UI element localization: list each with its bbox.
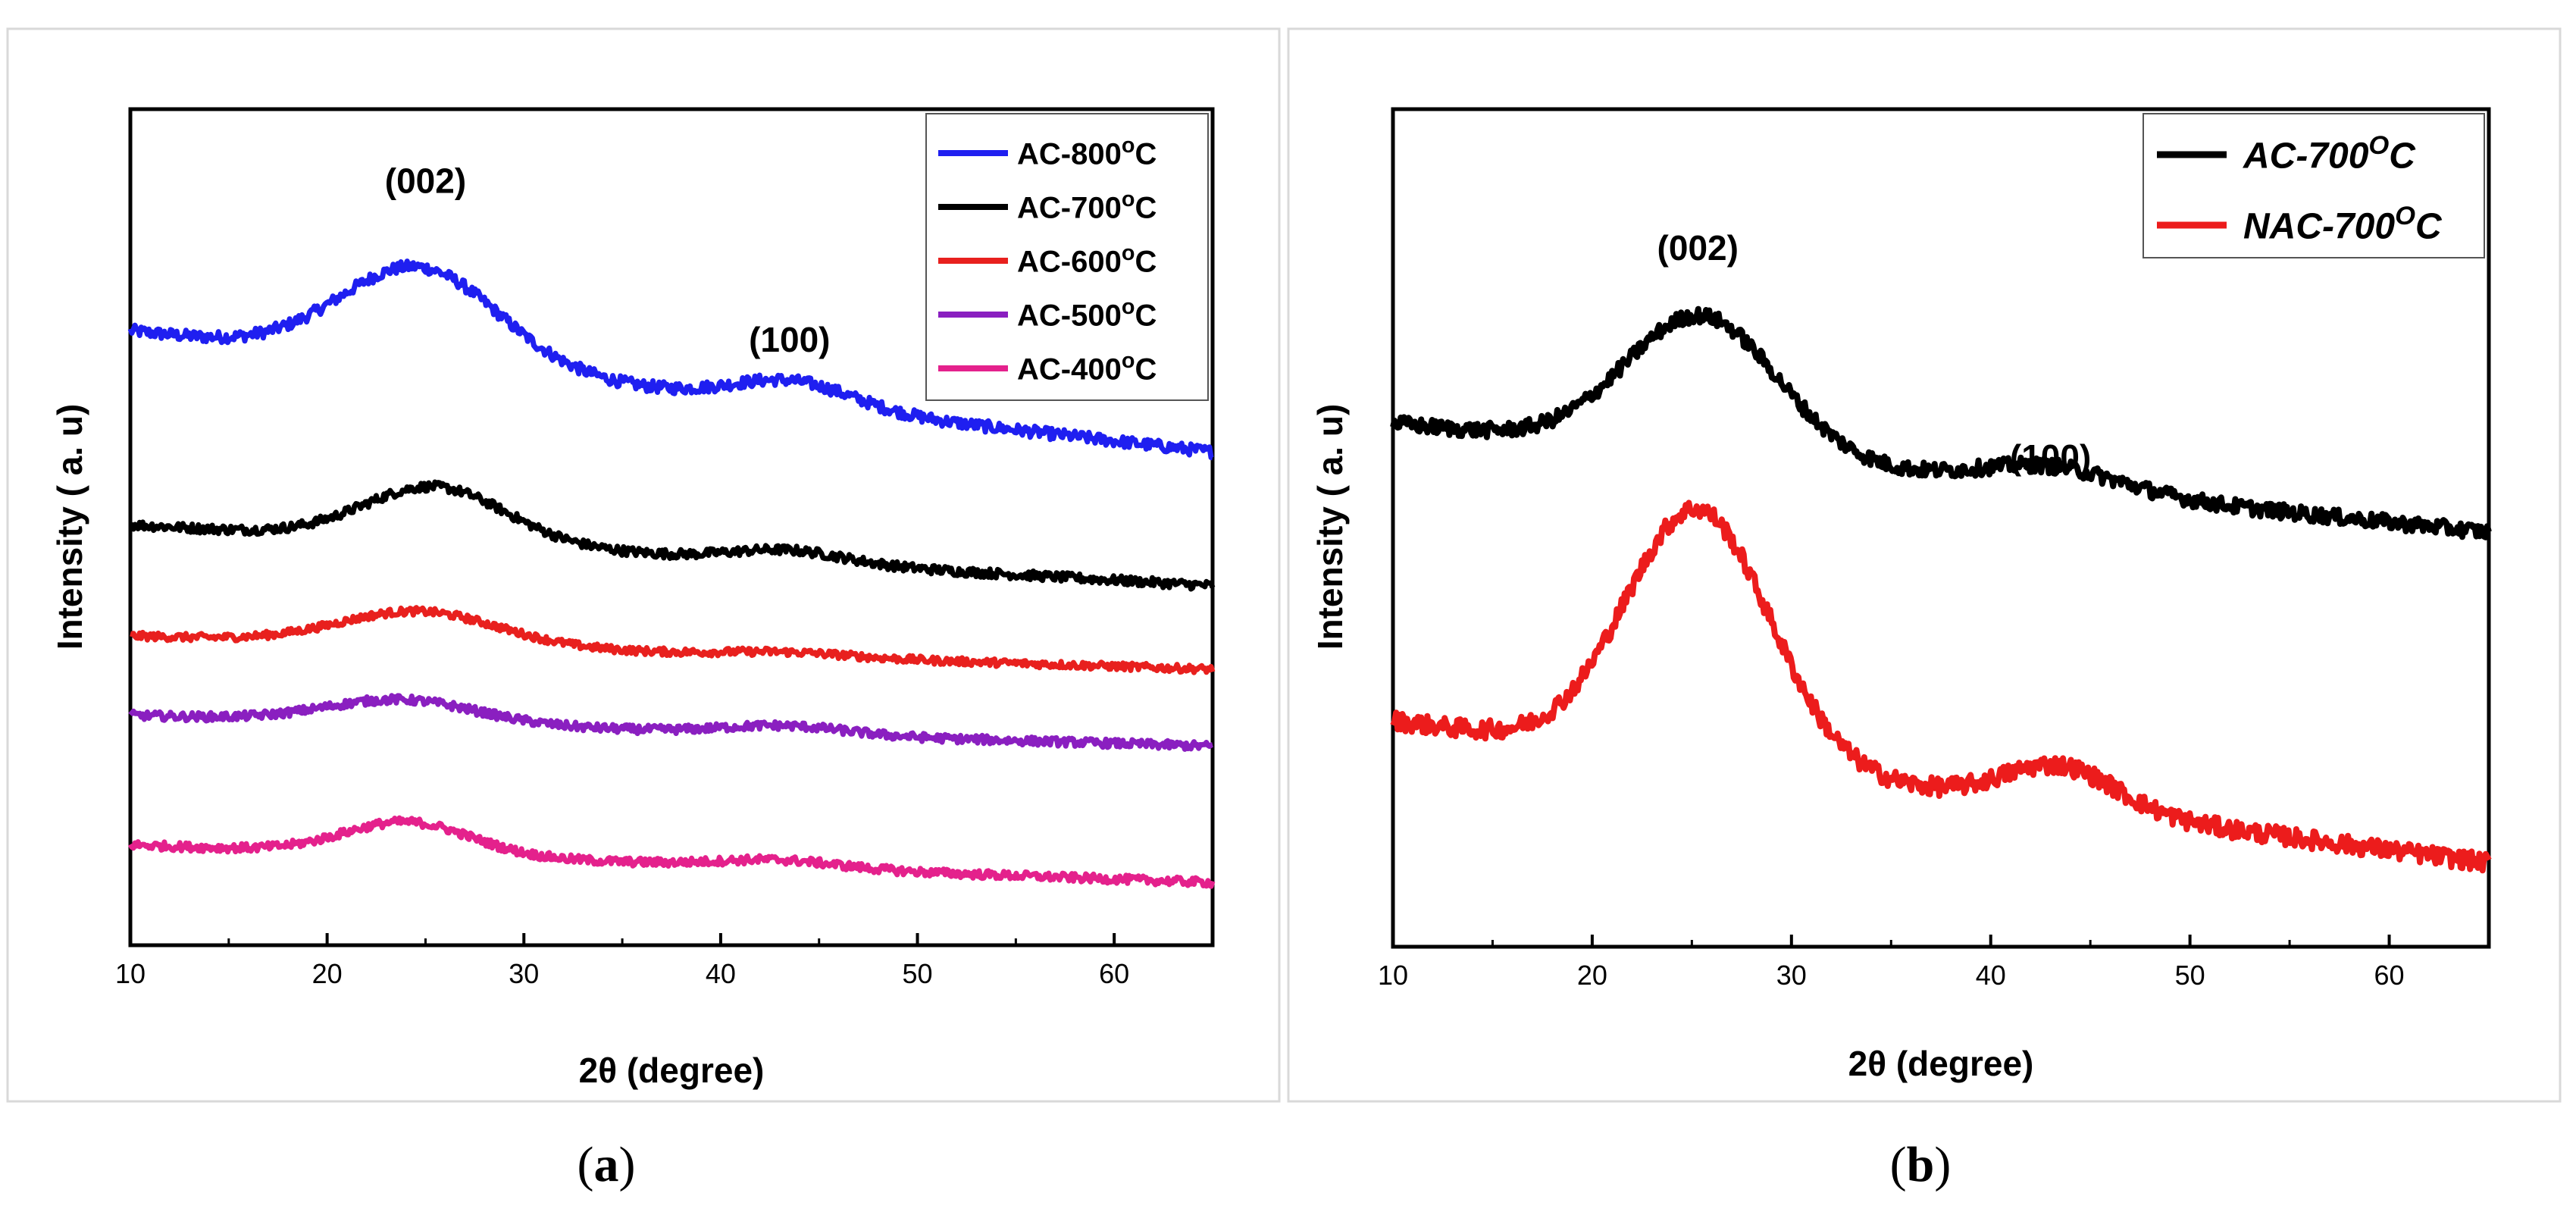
panel-b: 10 20 30 40 50 60 (002) (100) 2θ (degree) Inte… bbox=[1287, 27, 2562, 1103]
x-tick-label-b-50: 50 bbox=[2175, 960, 2205, 991]
series-line-a-ac-500 bbox=[128, 693, 1214, 752]
legend-a: AC-800oC AC-700oC AC-600oC AC-500oC AC-400oC bbox=[925, 113, 1209, 401]
x-axis-label-b: 2θ (degree) bbox=[1848, 1044, 2034, 1083]
legend-label-a-ac-700: AC-700oC bbox=[1017, 187, 1157, 224]
y-axis-label-b: Intensity ( a. u) bbox=[1310, 404, 1350, 650]
x-axis-label-a: 2θ (degree) bbox=[579, 1051, 765, 1090]
x-axis-b: 10 20 30 40 50 60 bbox=[1378, 935, 2405, 991]
legend-b-entries: AC-700OC NAC-700OC bbox=[2157, 131, 2443, 246]
annotation-a-1: (100) bbox=[749, 320, 830, 359]
series-line-a-ac-800 bbox=[127, 258, 1214, 461]
x-tick-label-a-30: 30 bbox=[509, 958, 539, 989]
legend-b-box bbox=[2142, 113, 2485, 258]
series-line-a-ac-700 bbox=[129, 479, 1216, 592]
annotations-b: (002) (100) bbox=[1657, 228, 2092, 477]
x-axis-a: 10 20 30 40 50 60 bbox=[115, 933, 1129, 989]
x-tick-label-a-50: 50 bbox=[903, 958, 933, 989]
annotations-a: (002) (100) bbox=[385, 161, 831, 359]
series-line-a-ac-600 bbox=[129, 605, 1216, 675]
y-axis-label-a: Intensity ( a. u) bbox=[50, 404, 89, 650]
legend-a-box bbox=[925, 113, 1209, 401]
panel-label-a: (a) bbox=[577, 1137, 636, 1192]
legend-label-a-ac-400: AC-400oC bbox=[1017, 349, 1157, 386]
legend-label-b-ac-700: AC-700OC bbox=[2243, 131, 2416, 176]
series-line-a-ac-400 bbox=[127, 815, 1216, 889]
panel-label-b: (b) bbox=[1890, 1137, 1952, 1192]
x-tick-label-b-10: 10 bbox=[1378, 960, 1408, 991]
x-tick-label-b-20: 20 bbox=[1577, 960, 1607, 991]
legend-label-b-nac-700: NAC-700OC bbox=[2243, 202, 2443, 246]
annotation-b-0: (002) bbox=[1657, 228, 1739, 268]
series-line-b-ac-700 bbox=[1390, 305, 2492, 540]
x-tick-label-a-40: 40 bbox=[706, 958, 736, 989]
x-tick-label-b-40: 40 bbox=[1976, 960, 2006, 991]
legend-a-entries: AC-800oC AC-700oC AC-600oC AC-500oC AC-400oC bbox=[938, 133, 1157, 386]
series-line-b-nac-700 bbox=[1390, 500, 2492, 874]
x-tick-label-a-60: 60 bbox=[1099, 958, 1129, 989]
x-tick-label-b-60: 60 bbox=[2374, 960, 2405, 991]
legend-b: AC-700OC NAC-700OC bbox=[2142, 113, 2485, 258]
series-group-b bbox=[1390, 305, 2492, 874]
annotation-b-1: (100) bbox=[2010, 437, 2091, 477]
legend-label-a-ac-600: AC-600oC bbox=[1017, 241, 1157, 278]
annotation-a-0: (002) bbox=[385, 161, 466, 200]
x-tick-label-a-20: 20 bbox=[312, 958, 343, 989]
legend-label-a-ac-800: AC-800oC bbox=[1017, 133, 1157, 171]
x-tick-label-a-10: 10 bbox=[115, 958, 146, 989]
x-tick-label-b-30: 30 bbox=[1776, 960, 1807, 991]
legend-label-a-ac-500: AC-500oC bbox=[1017, 295, 1157, 332]
series-group-a bbox=[127, 258, 1216, 889]
panel-a: 10 20 30 40 50 60 (002) (100) 2θ (degree) Inte… bbox=[6, 27, 1281, 1103]
